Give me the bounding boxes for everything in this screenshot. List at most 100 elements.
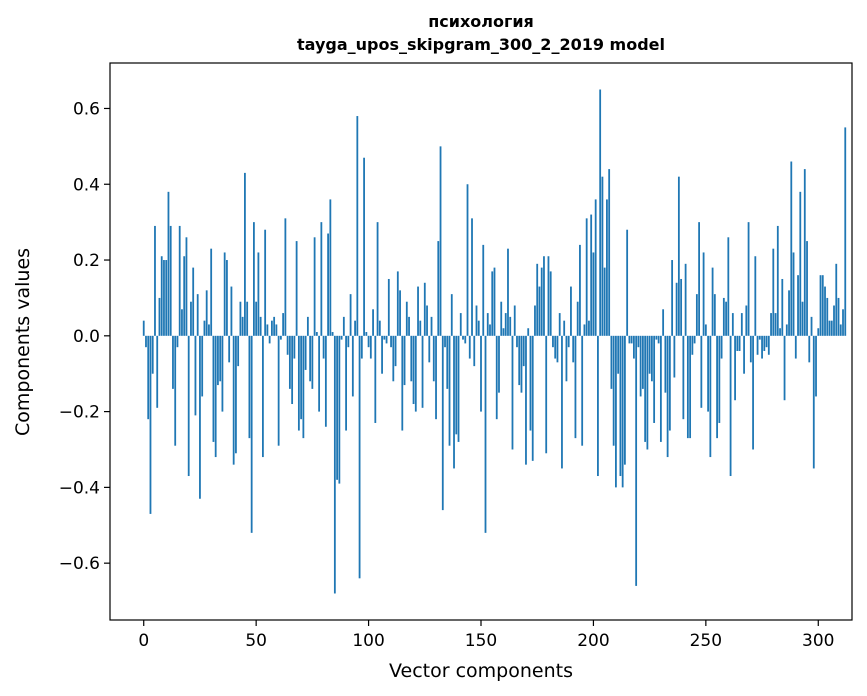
x-axis: 0 50 100 150 200 250 300 [138,620,834,651]
bar-156 [493,267,496,336]
bar-133 [441,335,444,511]
bar-194 [579,244,581,336]
bar-198 [588,320,590,336]
y-tick-label: −0.6 [59,554,100,574]
bar-13 [172,335,174,389]
y-tick-label: 0.6 [73,99,100,119]
bar-224 [646,335,649,450]
bar-61 [279,335,282,340]
bar-309 [837,297,840,336]
bar-214 [624,335,626,465]
bar-161 [504,313,507,336]
bar-59 [275,324,278,336]
bar-137 [450,294,453,336]
bar-251 [707,335,709,412]
bar-37 [226,260,228,336]
bar-209 [612,335,615,446]
bar-159 [500,301,503,336]
bar-23 [194,335,197,416]
bar-171 [527,328,530,336]
bar-149 [477,320,480,336]
bars-group [142,89,847,594]
bar-304 [826,297,829,336]
y-axis-label: Components values [12,248,34,436]
bar-150 [480,335,482,412]
bar-280 [772,248,775,336]
bar-25 [199,335,201,499]
bar-44 [241,316,244,336]
bar-7 [158,297,161,336]
bar-181 [549,271,552,336]
bar-124 [421,335,424,408]
bar-176 [538,286,541,336]
bar-195 [581,335,584,446]
bar-118 [408,316,410,336]
bar-189 [567,335,570,348]
bar-182 [552,335,554,348]
bar-248 [700,335,703,408]
bar-15 [176,335,179,348]
bar-102 [372,309,374,336]
bar-274 [758,335,761,340]
bar-42 [237,335,240,367]
bar-265 [738,335,741,351]
bar-256 [718,335,721,423]
bar-298 [812,335,815,469]
bar-290 [794,335,797,359]
bar-277 [765,335,768,348]
bar-127 [428,335,431,363]
bar-5 [154,225,156,336]
x-tick-label: 0 [138,631,149,651]
bar-179 [545,335,548,454]
bar-148 [475,305,478,336]
bar-117 [405,301,408,336]
bar-119 [410,335,413,382]
bar-35 [221,335,224,412]
bar-166 [516,335,518,348]
bar-9 [163,260,165,336]
bar-175 [536,263,539,336]
bar-196 [583,324,586,336]
bar-41 [235,335,237,454]
bar-223 [644,335,647,442]
bar-94 [354,320,356,336]
bar-8 [160,256,163,336]
bar-51 [257,252,260,336]
bar-88 [340,335,343,340]
bar-81 [324,335,327,427]
bar-130 [435,335,437,420]
bar-12 [169,225,172,336]
bar-238 [677,176,680,336]
bar-222 [641,335,644,389]
bar-286 [785,324,788,336]
bar-227 [653,335,656,423]
bar-210 [615,335,617,488]
bar-168 [520,335,523,393]
bar-145 [468,335,471,359]
bar-185 [558,313,561,336]
bar-126 [426,305,428,336]
bar-232 [664,335,667,393]
bar-271 [752,335,754,450]
bar-288 [790,161,793,336]
bar-116 [403,335,406,386]
bar-105 [378,320,381,336]
bar-110 [390,335,392,348]
bar-79 [320,222,323,336]
bar-311 [842,309,844,336]
bar-19 [185,237,188,336]
bar-48 [250,335,253,533]
bar-109 [387,278,390,336]
bar-278 [767,335,770,355]
x-tick-label: 300 [802,631,834,651]
bar-283 [779,328,781,336]
bar-191 [572,335,575,363]
bar-285 [783,335,786,401]
bar-237 [675,282,678,336]
bar-275 [761,335,763,359]
bar-230 [659,335,662,442]
bar-180 [547,256,550,336]
bar-155 [491,271,494,336]
bar-219 [635,335,638,586]
bar-303 [824,286,826,336]
